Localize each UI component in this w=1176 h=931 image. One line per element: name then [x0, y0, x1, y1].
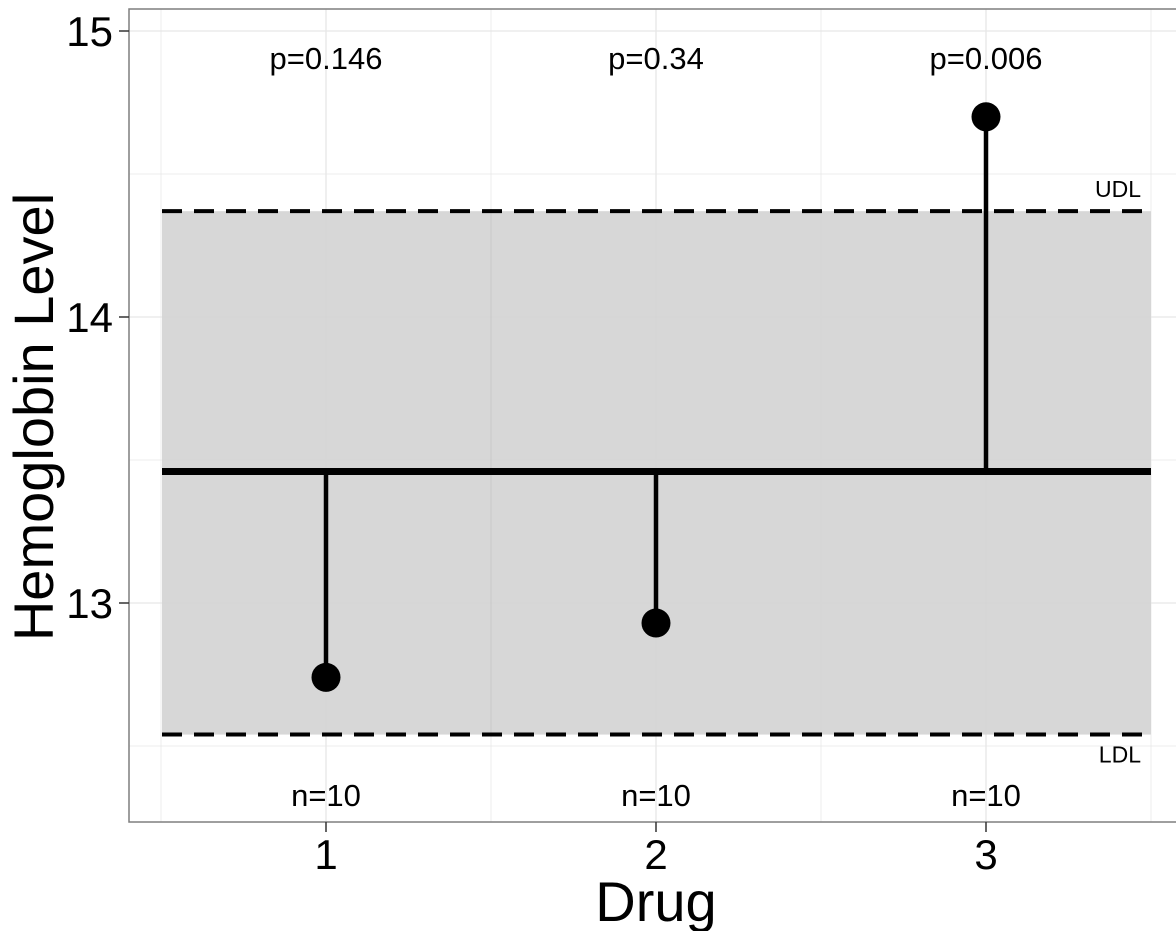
annotations: p=0.146 p=0.34 p=0.006 n=10 n=10 n=10: [270, 41, 1043, 813]
sample-size-label: n=10: [951, 778, 1021, 813]
upper-limit-label: UDL: [1095, 176, 1141, 202]
y-axis-title: Hemoglobin Level: [2, 193, 65, 641]
y-tick-label: 15: [66, 8, 113, 55]
y-tick-label: 14: [66, 294, 113, 341]
p-value-label: p=0.34: [608, 41, 704, 76]
sample-size-label: n=10: [291, 778, 361, 813]
y-tick-label: 13: [66, 580, 113, 627]
limit-lines: UDL LDL: [162, 176, 1151, 768]
p-value-label: p=0.146: [270, 41, 383, 76]
x-tick-label: 2: [644, 831, 667, 878]
data-point: [311, 662, 341, 692]
panel-border: [128, 8, 1176, 823]
x-axis-title: Drug: [595, 870, 716, 931]
axes: 13 14 15 1 2 3: [66, 8, 997, 878]
data-point: [971, 102, 1001, 132]
data-points: [311, 102, 1001, 692]
panel-border-group: [128, 8, 1176, 823]
data-point: [641, 608, 671, 638]
x-tick-label: 3: [974, 831, 997, 878]
sample-size-label: n=10: [621, 778, 691, 813]
p-value-label: p=0.006: [930, 41, 1043, 76]
lower-limit-label: LDL: [1099, 742, 1141, 768]
x-tick-label: 1: [314, 831, 337, 878]
